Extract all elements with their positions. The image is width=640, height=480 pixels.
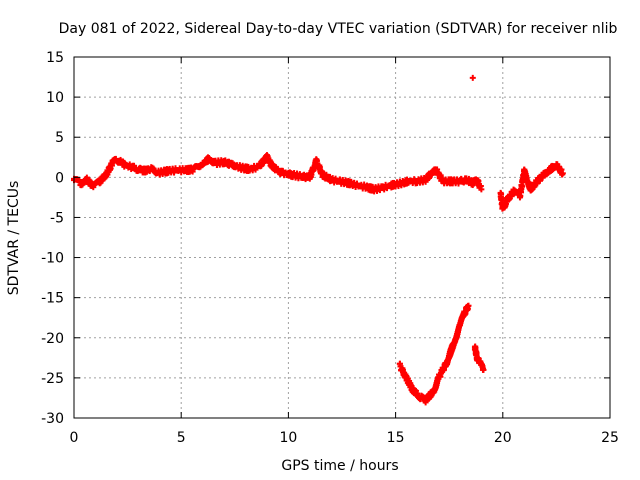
data-point-main-band (478, 186, 485, 193)
data-point-negative-tail (480, 366, 487, 373)
x-axis-label: GPS time / hours (281, 458, 398, 474)
grid (74, 57, 610, 418)
y-tick-label: 10 (46, 90, 64, 106)
y-tick-label: 15 (46, 50, 64, 66)
data-point-main-band (274, 165, 281, 172)
data-point-negative-arc (465, 302, 472, 309)
y-tick-label: -25 (41, 371, 64, 387)
y-tick-label: -20 (41, 331, 64, 347)
x-tick-label: 10 (279, 430, 297, 446)
plot-frame (73, 56, 611, 419)
y-tick-label: 0 (55, 170, 64, 186)
y-tick-label: -30 (41, 411, 64, 427)
x-tick-label: 15 (387, 430, 405, 446)
data-point-late-band (559, 170, 566, 177)
x-tick-label: 25 (601, 430, 619, 446)
x-tick-label: 5 (177, 430, 186, 446)
x-tick-label: 20 (494, 430, 512, 446)
x-tick-label: 0 (70, 430, 79, 446)
y-tick-label: -15 (41, 291, 64, 307)
y-tick-label: -5 (50, 210, 64, 226)
axis-ticks: 0 5 10 15 20 25 15 10 5 0 -5 -10 -15 -20 -25 -30 (41, 50, 619, 446)
y-axis-label: SDTVAR / TECUs (6, 181, 22, 296)
y-tick-label: -10 (41, 251, 64, 267)
data-point-main-band (189, 168, 196, 175)
y-tick-label: 5 (55, 130, 64, 146)
data-points (71, 74, 566, 406)
chart-title: Day 081 of 2022, Sidereal Day-to-day VTE… (59, 21, 618, 37)
data-point-outlier (469, 74, 476, 81)
